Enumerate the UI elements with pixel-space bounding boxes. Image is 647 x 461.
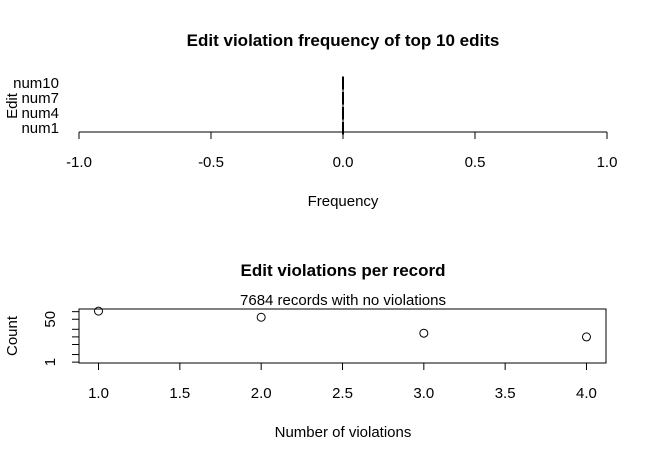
chart2-xlabel: Number of violations [275,424,412,441]
chart1-bars [342,76,344,135]
chart2-x-tick-label: 1.5 [169,385,190,402]
chart2-y-tick-label: 1 [42,358,59,366]
chart1-y-tick-label: num4 [21,105,59,122]
chart2-y-tick-label: 50 [42,311,59,328]
chart2-point [94,306,104,316]
chart1-y-tick-label: num1 [21,120,59,137]
chart1-x-tick-label: -1.0 [66,154,92,171]
chart1-x-tick-label: 0.0 [333,154,354,171]
chart1-x-tick-label: 0.5 [465,154,486,171]
chart1-x-ticks: -1.0 -0.5 0.0 0.5 1.0 [66,132,617,171]
chart1-ylabel: Edit [4,92,21,119]
chart2-points [94,306,591,342]
chart2-x-tick-label: 1.0 [88,385,109,402]
chart2-subtitle: 7684 records with no violations [240,292,446,309]
chart1-x-tick-label: -0.5 [198,154,224,171]
chart1-xlabel: Frequency [308,193,379,210]
chart2-point [256,312,266,322]
chart2: Edit violations per record 7684 records … [4,261,607,441]
chart2-title: Edit violations per record [241,261,446,280]
chart2-point [581,332,591,342]
chart2-point [419,328,429,338]
chart1-x-tick-label: 1.0 [597,154,618,171]
chart2-plot-frame [78,308,607,364]
chart1-y-tick-label: num7 [21,90,59,107]
chart1: Edit violation frequency of top 10 edits… [4,31,617,210]
chart1-title: Edit violation frequency of top 10 edits [187,31,500,50]
chart2-x-ticks: 1.0 1.5 2.0 2.5 3.0 3.5 4.0 [88,363,597,402]
chart2-ylabel: Count [4,315,21,356]
chart2-x-tick-label: 3.5 [495,385,516,402]
chart2-y-ticks: 1 50 [42,311,79,366]
chart2-x-tick-label: 2.5 [332,385,353,402]
chart2-x-tick-label: 2.0 [251,385,272,402]
chart2-x-tick-label: 3.0 [413,385,434,402]
chart1-y-tick-label: num10 [13,75,59,92]
chart2-x-tick-label: 4.0 [576,385,597,402]
